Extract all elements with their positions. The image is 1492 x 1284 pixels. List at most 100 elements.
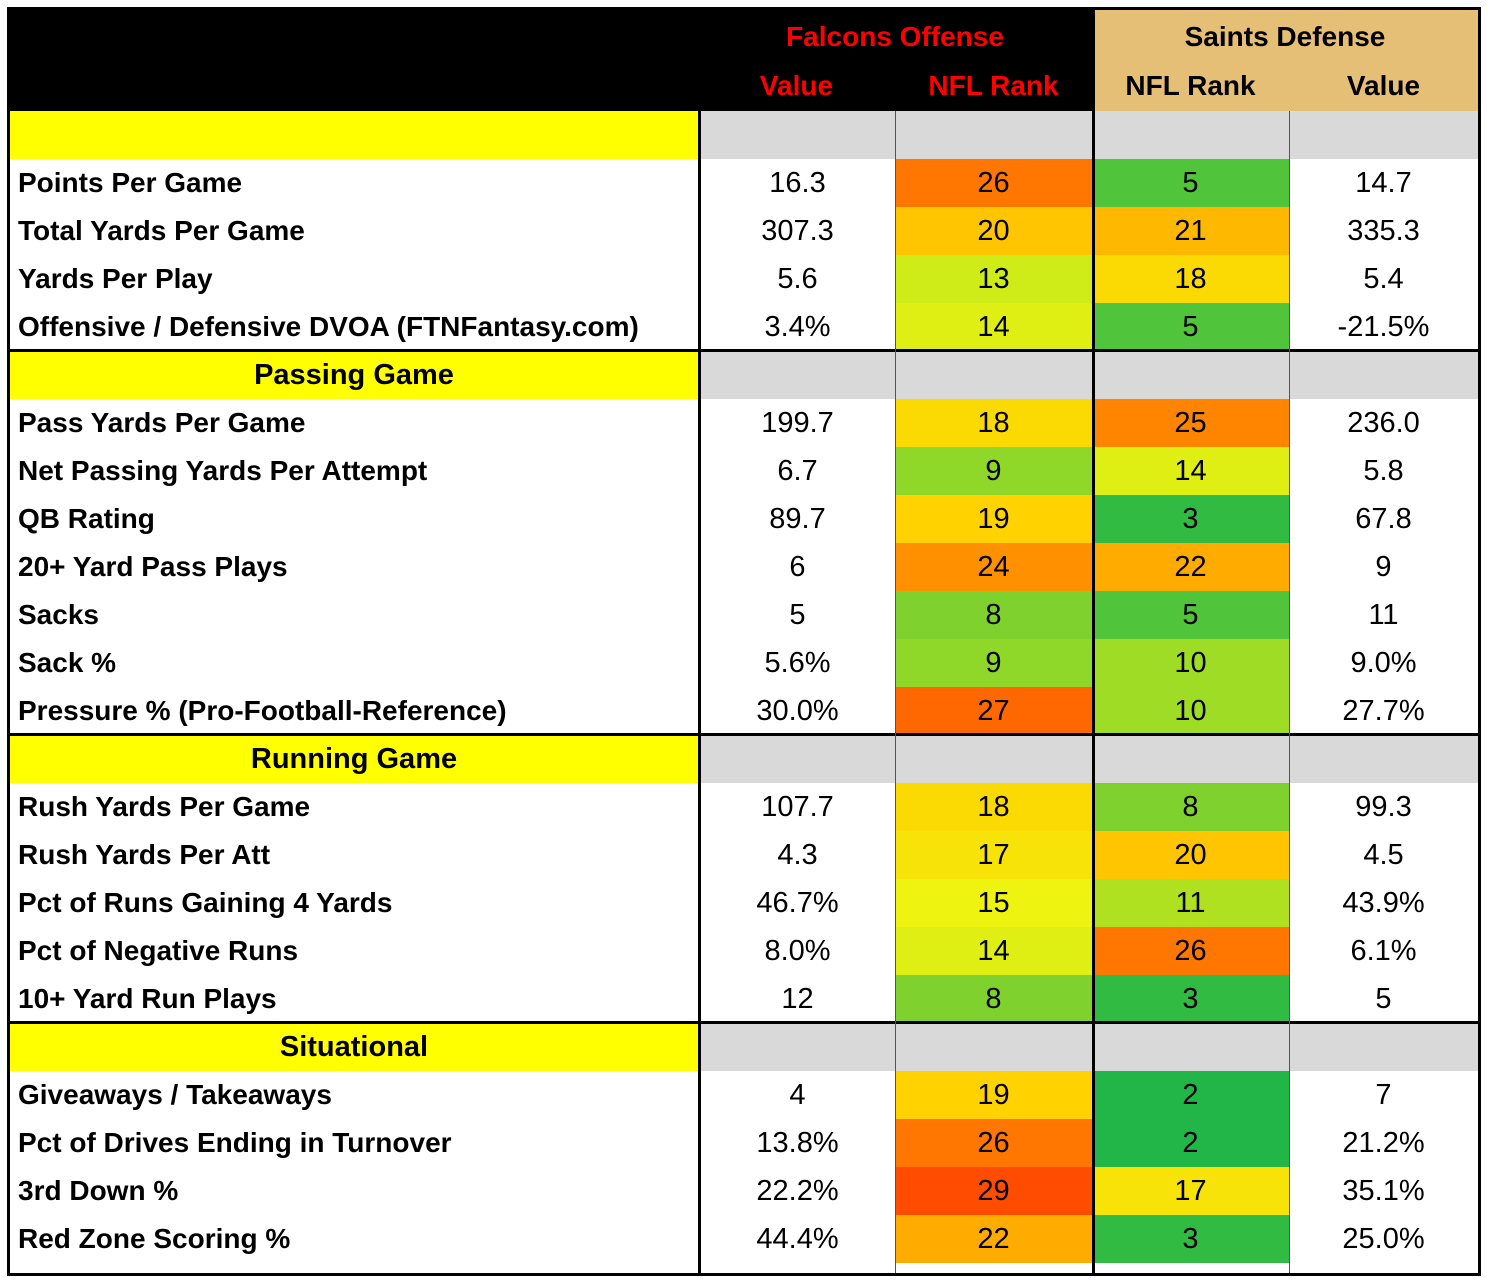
def-value-cell: 43.9% <box>1342 887 1425 919</box>
off-rank-cell: 9 <box>895 639 1092 687</box>
table-header: Falcons Offense Saints Defense Value NFL… <box>10 10 1478 111</box>
def-value-cell: 9.0% <box>1350 647 1417 679</box>
off-rank-cell: 18 <box>895 783 1092 831</box>
metric-label: Pass Yards Per Game <box>18 407 306 438</box>
metric-label: Net Passing Yards Per Attempt <box>18 455 428 486</box>
section-title: Passing Game <box>10 351 698 399</box>
section-divider <box>10 1021 1478 1024</box>
falcons-header-block <box>10 10 1092 111</box>
table-row: Pressure % (Pro-Football-Reference) 30.0%… <box>10 687 1478 735</box>
table-row: 10+ Yard Run Plays 12 8 3 5 <box>10 975 1478 1023</box>
def-value-cell: 5 <box>1375 983 1392 1015</box>
table-row: Red Zone Scoring % 44.4% 22 3 25.0% <box>10 1215 1478 1263</box>
table-row: Yards Per Play 5.6 13 18 5.4 <box>10 255 1478 303</box>
table-row: Pass Yards Per Game 199.7 18 25 236.0 <box>10 399 1478 447</box>
table-row: Offensive / Defensive DVOA (FTNFantasy.c… <box>10 303 1478 351</box>
off-rank-cell: 19 <box>895 495 1092 543</box>
off-value-cell: 46.7% <box>756 887 839 919</box>
def-rank-cell: 8 <box>1092 783 1289 831</box>
def-rank-cell: 11 <box>1092 879 1289 927</box>
def-rank-cell: 3 <box>1092 1215 1289 1263</box>
off-value-cell: 5.6 <box>777 263 818 295</box>
table-row: Points Per Game 16.3 26 5 14.7 <box>10 159 1478 207</box>
off-value-cell: 5.6% <box>764 647 831 679</box>
metric-label: Rush Yards Per Att <box>18 839 271 870</box>
def-value-cell: 27.7% <box>1342 695 1425 727</box>
metric-label: QB Rating <box>18 503 155 534</box>
table-row: Pct of Drives Ending in Turnover 13.8% 26 2… <box>10 1119 1478 1167</box>
def-rank-cell: 2 <box>1092 1071 1289 1119</box>
table-row: Net Passing Yards Per Attempt 6.7 9 14 5.8 <box>10 447 1478 495</box>
def-rank-cell: 5 <box>1092 159 1289 207</box>
off-rank-cell: 27 <box>895 687 1092 735</box>
def-rank-cell: 14 <box>1092 447 1289 495</box>
off-value-cell: 4.3 <box>777 839 818 871</box>
off-value-cell: 6.7 <box>777 455 818 487</box>
def-value-cell: 67.8 <box>1355 503 1412 535</box>
off-rank-cell: 24 <box>895 543 1092 591</box>
section-divider <box>10 349 1478 352</box>
def-value-cell: 99.3 <box>1355 791 1412 823</box>
table-row: Giveaways / Takeaways 4 19 2 7 <box>10 1071 1478 1119</box>
off-value-cell: 16.3 <box>769 167 826 199</box>
off-rank-cell: 22 <box>895 1215 1092 1263</box>
metric-label: Red Zone Scoring % <box>18 1223 291 1254</box>
comparison-table: Falcons Offense Saints Defense Value NFL… <box>7 7 1481 1276</box>
def-rank-cell: 22 <box>1092 543 1289 591</box>
table-row: Rush Yards Per Att 4.3 17 20 4.5 <box>10 831 1478 879</box>
def-value-cell: 35.1% <box>1342 1175 1425 1207</box>
saints-rank-header: NFL Rank <box>1125 70 1256 101</box>
section-divider <box>10 733 1478 736</box>
column-rule-thin <box>895 111 896 1273</box>
off-value-cell: 307.3 <box>761 215 834 247</box>
off-rank-cell: 14 <box>895 303 1092 351</box>
metric-label: Giveaways / Takeaways <box>18 1079 332 1110</box>
saints-header-block <box>1092 10 1478 111</box>
off-value-cell: 107.7 <box>761 791 834 823</box>
table-row: Rush Yards Per Game 107.7 18 8 99.3 <box>10 783 1478 831</box>
off-rank-cell: 13 <box>895 255 1092 303</box>
def-value-cell: -21.5% <box>1337 311 1430 343</box>
def-value-cell: 5.8 <box>1363 455 1404 487</box>
def-rank-cell: 17 <box>1092 1167 1289 1215</box>
metric-label: 3rd Down % <box>18 1175 179 1206</box>
def-value-cell: 11 <box>1368 599 1399 631</box>
def-rank-cell: 25 <box>1092 399 1289 447</box>
column-rule <box>1092 10 1095 1273</box>
falcons-offense-title: Falcons Offense <box>786 21 1004 52</box>
off-rank-cell: 9 <box>895 447 1092 495</box>
def-rank-cell: 3 <box>1092 495 1289 543</box>
off-value-cell: 89.7 <box>769 503 826 535</box>
section-header-row: Passing Game <box>10 351 1478 399</box>
off-value-cell: 12 <box>781 983 814 1015</box>
def-value-cell: 25.0% <box>1342 1223 1425 1255</box>
table-row: 3rd Down % 22.2% 29 17 35.1% <box>10 1167 1478 1215</box>
metric-label: 20+ Yard Pass Plays <box>18 551 288 582</box>
metric-label: Total Yards Per Game <box>18 215 305 246</box>
metric-label: Points Per Game <box>18 167 243 198</box>
def-rank-cell: 5 <box>1092 303 1289 351</box>
section-gray-band <box>700 1023 1478 1071</box>
table-row: Pct of Negative Runs 8.0% 14 26 6.1% <box>10 927 1478 975</box>
table-row: Total Yards Per Game 307.3 20 21 335.3 <box>10 207 1478 255</box>
table-row: Pct of Runs Gaining 4 Yards 46.7% 15 11 43.9… <box>10 879 1478 927</box>
off-value-cell: 13.8% <box>756 1127 839 1159</box>
saints-defense-title: Saints Defense <box>1184 21 1386 52</box>
section-header-row <box>10 111 1478 159</box>
table-row: Sack % 5.6% 9 10 9.0% <box>10 639 1478 687</box>
off-value-cell: 8.0% <box>764 935 831 967</box>
def-value-cell: 6.1% <box>1350 935 1417 967</box>
off-rank-cell: 26 <box>895 1119 1092 1167</box>
off-value-cell: 4 <box>789 1079 806 1111</box>
metric-label: Pressure % (Pro-Football-Reference) <box>18 695 507 726</box>
def-rank-cell: 10 <box>1092 687 1289 735</box>
column-rule <box>698 111 701 1273</box>
def-value-cell: 7 <box>1375 1079 1392 1111</box>
off-value-cell: 199.7 <box>761 407 834 439</box>
def-rank-cell: 21 <box>1092 207 1289 255</box>
section-gray-band <box>700 735 1478 783</box>
off-value-cell: 30.0% <box>756 695 839 727</box>
metric-label: Offensive / Defensive DVOA (FTNFantasy.c… <box>18 311 639 342</box>
section-gray-band <box>700 111 1478 159</box>
off-value-cell: 22.2% <box>756 1175 839 1207</box>
